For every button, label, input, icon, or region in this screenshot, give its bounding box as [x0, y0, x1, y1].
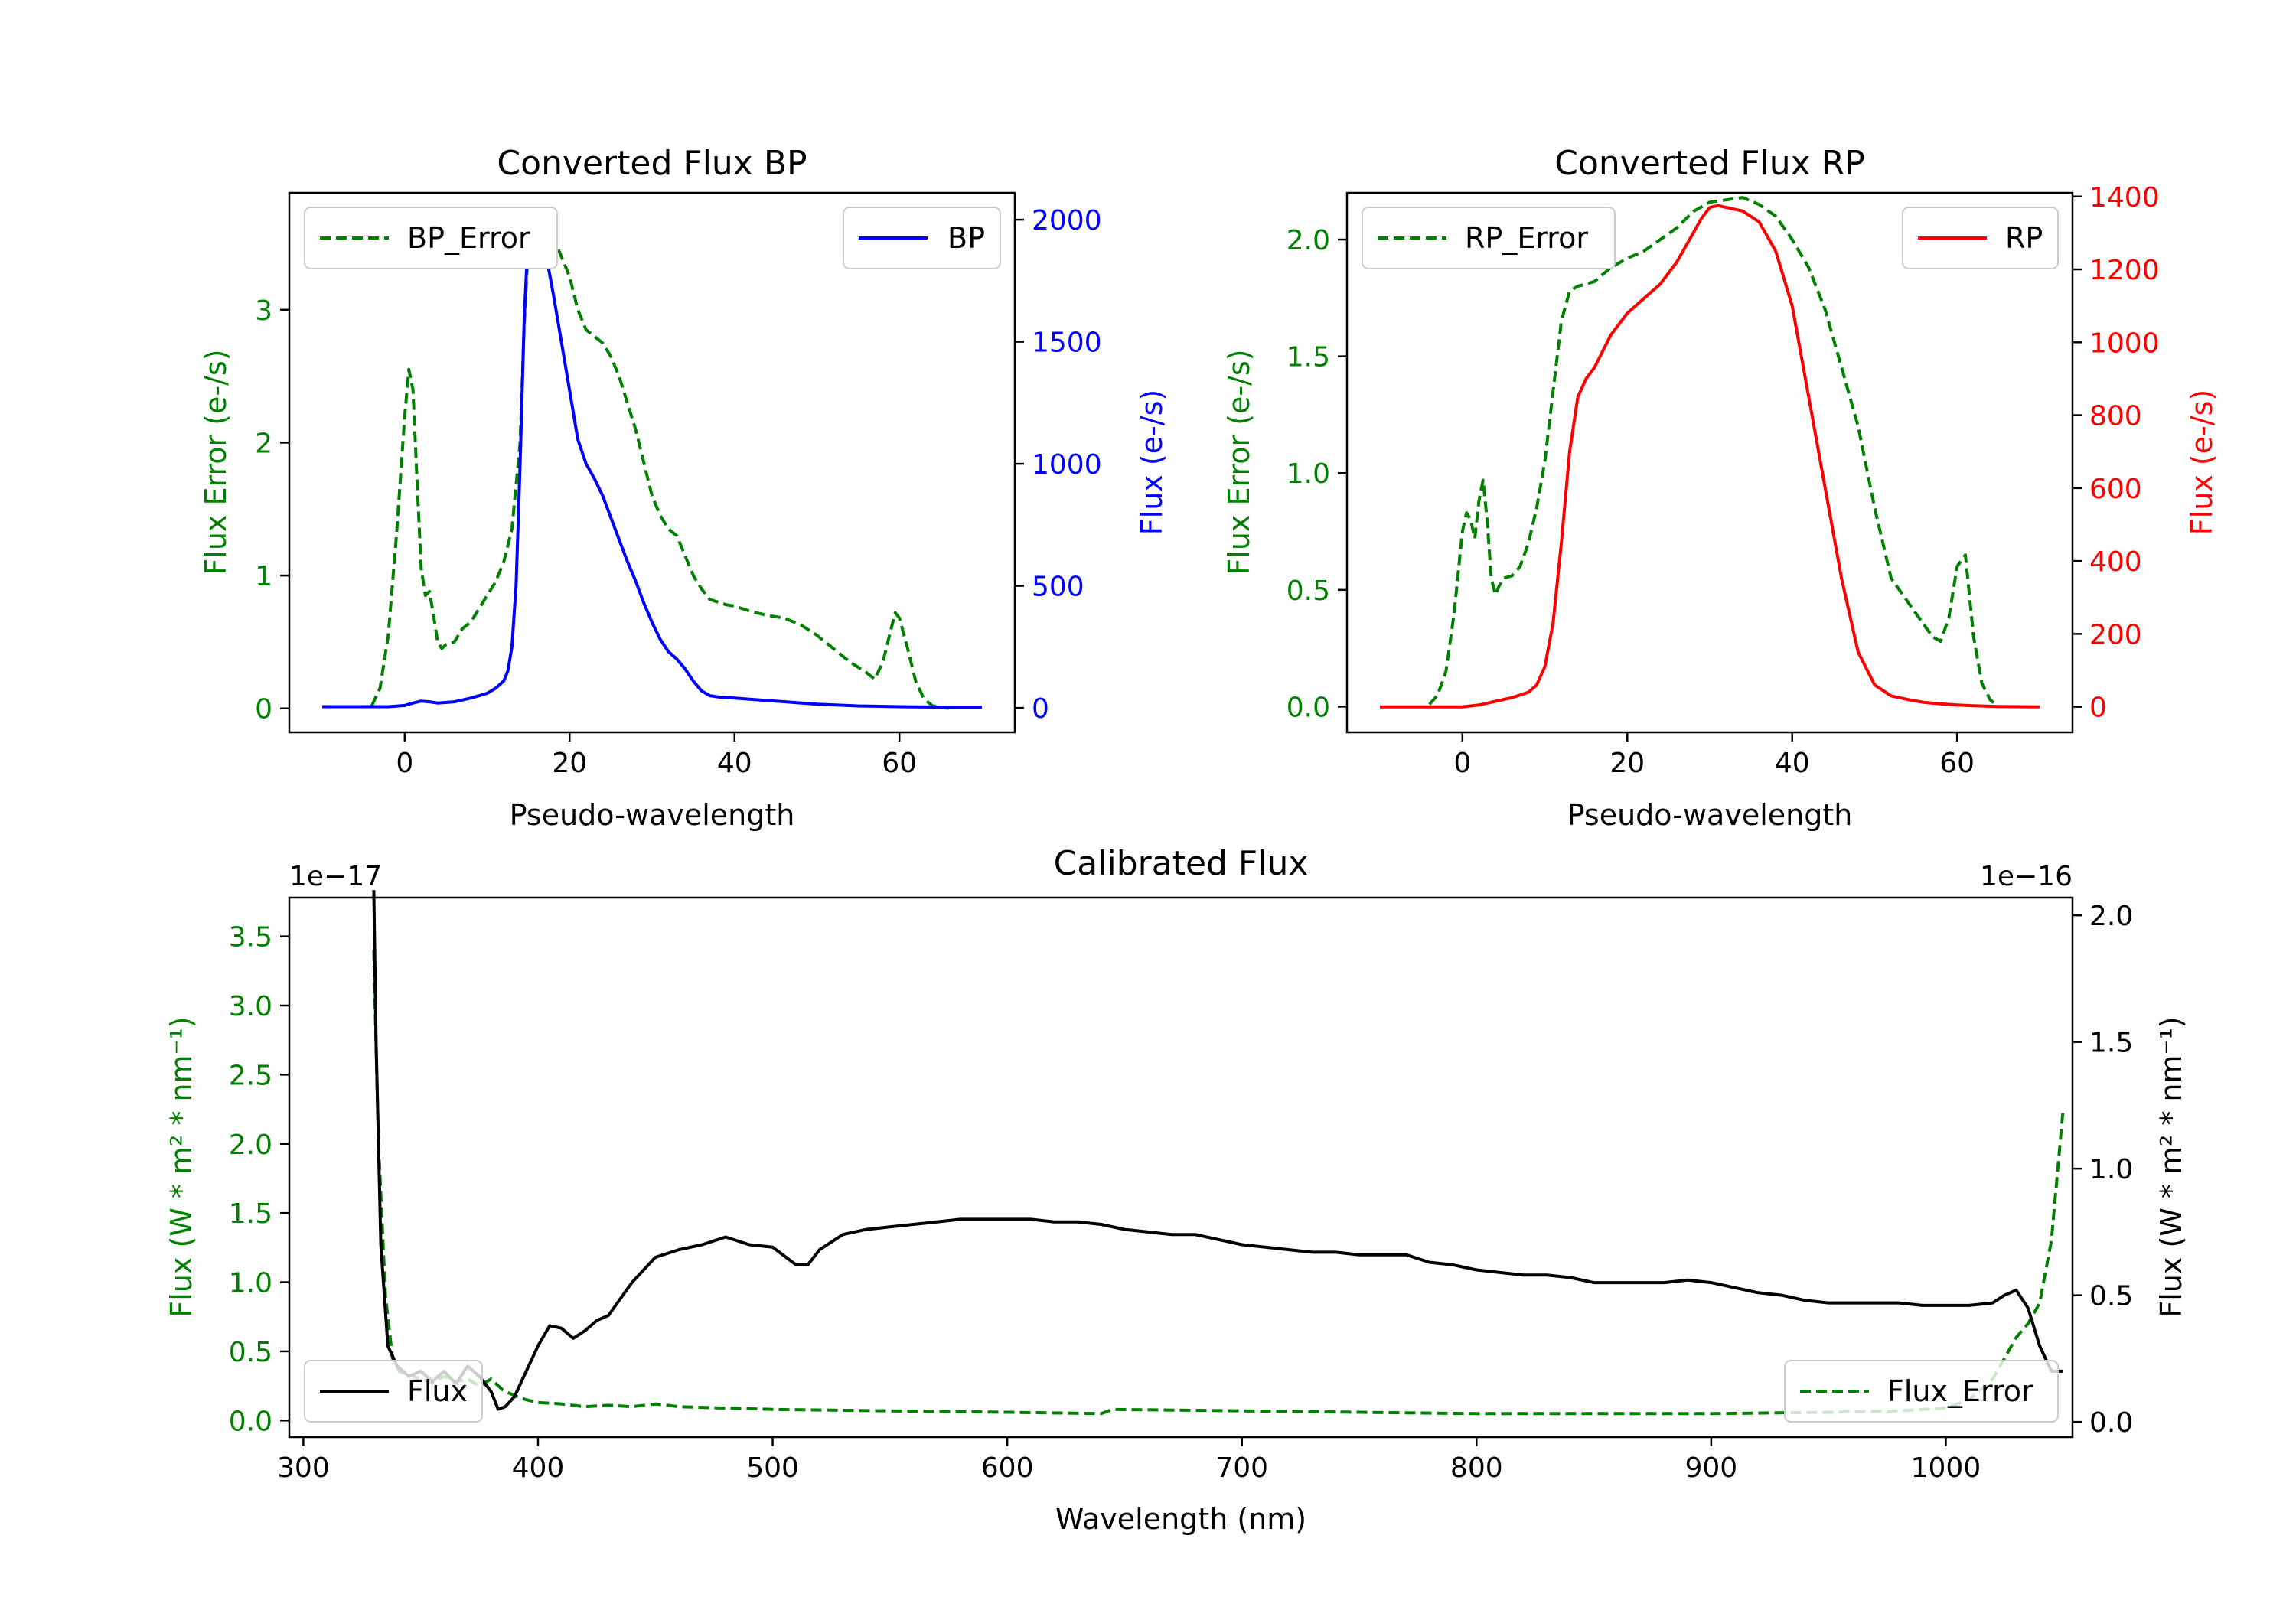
bp-right-tick-label: 1000 — [1032, 449, 1102, 481]
cal-right-tick-label: 2.0 — [2089, 901, 2133, 932]
calibrated-legend-left: Flux — [304, 1360, 483, 1423]
rp-left-tick-label: 2.0 — [1287, 225, 1330, 256]
cal-right-tick-label: 1.5 — [2089, 1028, 2133, 1059]
calibrated-right-offset-label: 1e−16 — [1980, 861, 2073, 892]
bp-left-tick-label: 3 — [255, 295, 272, 327]
cal-right-tick-label: 1.0 — [2089, 1154, 2133, 1185]
rp-right-tick-label: 400 — [2089, 546, 2142, 578]
cal-series-flux — [372, 890, 2063, 1411]
calibrated-legend-left-label: Flux — [407, 1374, 468, 1408]
cal-x-tick-label: 800 — [1450, 1452, 1503, 1484]
rp-right-tick-label: 600 — [2089, 474, 2142, 505]
bp-x-tick-label: 40 — [717, 748, 752, 779]
rp-chart: Converted Flux RP 0 20 40 60 0.0 0.5 1.0 1.5 2.0… — [1222, 144, 2219, 832]
bp-series-bp — [322, 218, 982, 709]
bp-legend-right: BP — [843, 207, 1001, 269]
bp-left-tick-label: 1 — [255, 561, 272, 592]
rp-series-rp — [1380, 204, 2040, 709]
bp-left-tick-label: 0 — [255, 694, 272, 725]
calibrated-left-offset-label: 1e−17 — [289, 861, 382, 892]
bp-x-tick-label: 60 — [882, 748, 917, 779]
rp-right-tick-label: 0 — [2089, 693, 2107, 724]
rp-legend-right: RP — [1902, 207, 2059, 269]
rp-x-tick-label: 60 — [1939, 748, 1975, 779]
calibrated-left-axis-label: Flux (W * m² * nm⁻¹) — [165, 1016, 198, 1317]
rp-left-tick-label: 1.0 — [1287, 458, 1330, 490]
bp-series-bp-error — [370, 208, 950, 710]
rp-left-tick-label: 0.5 — [1287, 575, 1330, 607]
rp-right-tick-label: 1400 — [2089, 182, 2160, 214]
cal-left-tick-label: 3.0 — [229, 991, 272, 1022]
cal-x-tick-label: 300 — [277, 1452, 330, 1484]
rp-axes-frame — [1345, 191, 2074, 734]
calibrated-plot-area: 300 400 500 600 700 800 900 1000 0.0 0.5 1.0 1.5 2.0… — [229, 890, 2133, 1484]
calibrated-legend-right-label: Flux_Error — [1887, 1374, 2033, 1408]
bp-left-tick-label: 2 — [255, 428, 272, 459]
rp-legend-left-label: RP_Error — [1465, 221, 1588, 255]
calibrated-x-axis-label: Wavelength (nm) — [1055, 1502, 1306, 1536]
rp-left-tick-label: 1.5 — [1287, 342, 1330, 373]
bp-right-tick-label: 1500 — [1032, 328, 1102, 359]
bp-legend-left-label: BP_Error — [407, 221, 530, 255]
rp-right-tick-label: 200 — [2089, 619, 2142, 650]
cal-left-tick-label: 2.5 — [229, 1060, 272, 1091]
calibrated-chart-title: Calibrated Flux — [1054, 844, 1309, 883]
calibrated-legend-left-box — [304, 1360, 483, 1423]
calibrated-chart: Calibrated Flux 1e−17 1e−16 300 400 500 600… — [165, 844, 2188, 1536]
cal-left-tick-label: 0.5 — [229, 1337, 272, 1368]
bp-legend-left-box — [304, 207, 558, 269]
rp-x-axis-label: Pseudo-wavelength — [1567, 798, 1853, 832]
cal-x-tick-label: 400 — [512, 1452, 565, 1484]
bp-legend-left: BP_Error — [304, 207, 558, 269]
calibrated-axes-frame — [288, 896, 2074, 1439]
bp-x-tick-label: 20 — [552, 748, 587, 779]
bp-legend-right-label: BP — [947, 221, 985, 255]
cal-right-tick-label: 0.0 — [2089, 1407, 2133, 1439]
calibrated-legend-right: Flux_Error — [1784, 1360, 2059, 1423]
bp-left-axis-label: Flux Error (e-/s) — [199, 349, 233, 575]
rp-chart-title: Converted Flux RP — [1554, 144, 1865, 183]
rp-legend-left: RP_Error — [1362, 207, 1616, 269]
bp-axes-frame — [288, 191, 1016, 734]
cal-left-tick-label: 1.5 — [229, 1198, 272, 1230]
rp-x-tick-label: 40 — [1775, 748, 1810, 779]
bp-right-tick-label: 500 — [1032, 572, 1084, 603]
cal-right-tick-label: 0.5 — [2089, 1281, 2133, 1312]
cal-x-tick-label: 900 — [1685, 1452, 1738, 1484]
cal-left-tick-label: 1.0 — [229, 1268, 272, 1299]
rp-right-tick-label: 1000 — [2089, 328, 2160, 359]
cal-left-tick-label: 3.5 — [229, 922, 272, 953]
rp-x-tick-label: 20 — [1609, 748, 1645, 779]
rp-x-tick-label: 0 — [1453, 748, 1471, 779]
rp-plot-area: 0 20 40 60 0.0 0.5 1.0 1.5 2.0 0 200 400 600 800 1000 1… — [1287, 182, 2160, 779]
rp-right-axis-label: Flux (e-/s) — [2185, 390, 2219, 535]
calibrated-right-axis-label: Flux (W * m² * nm⁻¹) — [2154, 1016, 2188, 1317]
rp-left-axis-label: Flux Error (e-/s) — [1222, 349, 1256, 575]
bp-x-axis-label: Pseudo-wavelength — [510, 798, 795, 832]
cal-left-tick-label: 2.0 — [229, 1129, 272, 1161]
rp-legend-left-box — [1362, 207, 1616, 269]
rp-legend-right-label: RP — [2005, 221, 2043, 255]
bp-chart: Converted Flux BP 0 20 40 60 0 1 2 3 0 500 1000 150… — [199, 144, 1169, 832]
cal-x-tick-label: 500 — [746, 1452, 799, 1484]
bp-right-tick-label: 0 — [1032, 693, 1049, 725]
rp-right-tick-label: 1200 — [2089, 255, 2160, 286]
rp-right-tick-label: 800 — [2089, 401, 2142, 432]
rp-left-tick-label: 0.0 — [1287, 692, 1330, 723]
bp-chart-title: Converted Flux BP — [497, 144, 807, 183]
cal-x-tick-label: 600 — [981, 1452, 1034, 1484]
bp-right-tick-label: 2000 — [1032, 205, 1102, 236]
cal-x-tick-label: 1000 — [1911, 1452, 1981, 1484]
calibrated-legend-right-box — [1784, 1360, 2059, 1423]
bp-right-axis-label: Flux (e-/s) — [1135, 390, 1169, 535]
cal-x-tick-label: 700 — [1215, 1452, 1268, 1484]
bp-x-tick-label: 0 — [396, 748, 413, 779]
rp-series-rp-error — [1428, 196, 2000, 708]
bp-plot-area: 0 20 40 60 0 1 2 3 0 500 1000 1500 2000 — [255, 205, 1102, 779]
cal-left-tick-label: 0.0 — [229, 1406, 272, 1437]
